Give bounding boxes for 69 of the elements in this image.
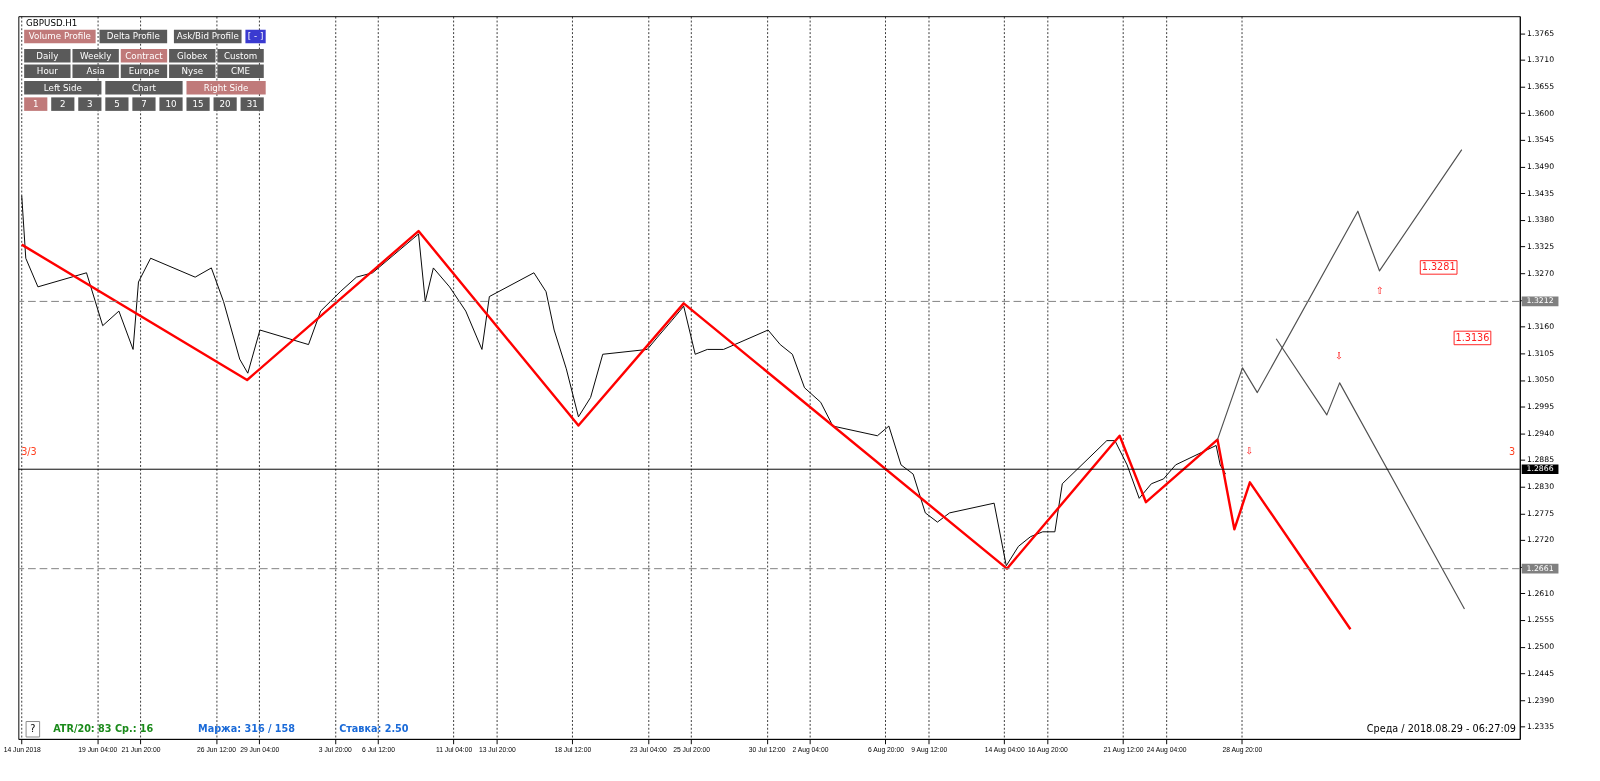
line-series [20,229,1352,631]
annotation: 3 [87,99,93,110]
annotation: ATR/20: 83 [53,723,112,735]
annotation: Среда / 2018.08.29 - 06:27:09 [1366,723,1516,735]
annotation: ? [30,723,36,735]
annotation: CME [231,66,251,77]
annotation: 5 [114,99,120,110]
y-tick-label: 1.3160 [1527,322,1555,332]
chart-title: GBPUSD.H1 [26,17,78,28]
y-tick-label: 1.2610 [1527,588,1555,598]
y-tick-label: 1.2720 [1527,535,1555,545]
ref-line-label: 1.3212 [1526,296,1554,306]
annotation: Маржа: 316 / 158 [198,723,296,735]
annotation: 3/3 [21,445,37,457]
annotation: ⇩ [1335,350,1344,362]
y-tick-label: 1.2940 [1527,428,1555,438]
annotation: 1.3136 [1455,331,1490,343]
y-tick-label: 1.2445 [1527,668,1555,678]
y-tick-label: 1.2885 [1527,455,1555,465]
y-tick-label: 1.3270 [1527,268,1555,278]
y-tick-label: 1.3600 [1527,108,1555,118]
y-tick-label: 1.2775 [1527,508,1555,518]
annotation: 10 [165,99,177,110]
y-tick-label: 1.3765 [1527,28,1555,38]
annotation: Custom [223,50,258,61]
annotation: 1.3281 [1421,261,1456,273]
y-tick-label: 1.3105 [1527,348,1555,358]
ref-line-label: 1.2661 [1526,563,1554,573]
annotation: 20 [219,99,231,110]
annotation: ⇧ [1375,285,1384,297]
annotation: 15 [192,99,204,110]
y-tick-label: 1.2830 [1527,482,1555,492]
annotation: Weekly [79,50,112,61]
y-tick-label: 1.3490 [1527,161,1555,171]
annotation: ⇩ [1245,444,1254,456]
annotation: Daily [36,50,59,61]
annotation: 3 [1509,445,1516,457]
annotation: Left Side [43,82,82,93]
y-tick-label: 1.3050 [1527,375,1555,385]
annotation: 7 [141,99,147,110]
annotation: Hour [36,66,59,77]
y-tick-label: 1.3435 [1527,188,1555,198]
annotation: Asia [86,66,105,77]
y-tick-label: 1.2555 [1527,615,1555,625]
annotation: 1 [32,99,39,110]
y-tick-label: 1.2500 [1527,642,1555,652]
annotation: 31 [246,99,258,110]
y-tick-label: 1.2335 [1527,722,1555,732]
annotation: Ср.: 16 [114,723,154,735]
annotation: Europe [128,66,160,77]
annotation: Delta Profile [106,31,160,42]
annotation: Contract [125,50,164,61]
y-tick-label: 1.2390 [1527,695,1555,705]
annotation: Ставка: 2.50 [339,723,409,735]
y-tick-label: 1.2995 [1527,402,1555,412]
y-tick-label: 1.3325 [1527,242,1555,252]
annotation: Chart [132,82,157,93]
annotation: [ - ] [247,31,264,42]
annotation: Volume Profile [28,31,91,42]
y-tick-label: 1.3710 [1527,55,1555,65]
annotation: Globex [177,50,208,61]
y-tick-label: 1.3655 [1527,81,1555,91]
annotation: Right Side [203,82,249,93]
y-tick-label: 1.3545 [1527,135,1555,145]
y-tick-label: 1.3380 [1527,215,1555,225]
annotation: Ask/Bid Profile [176,31,239,42]
annotation: Nyse [181,66,204,77]
ref-line-label: 1.2866 [1526,464,1554,474]
annotation: 2 [60,99,66,110]
